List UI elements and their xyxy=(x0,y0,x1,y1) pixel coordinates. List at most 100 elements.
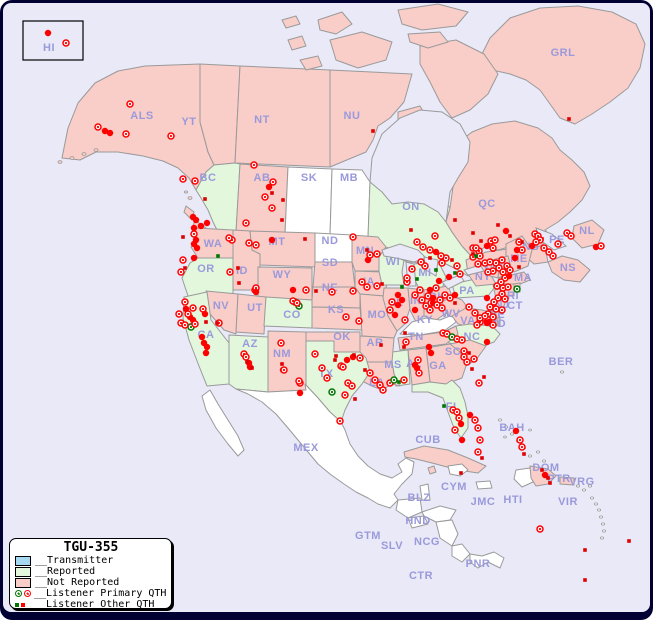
listener-primary-marker-dot xyxy=(421,245,425,249)
listener-primary-marker-dot xyxy=(423,264,427,268)
listener-primary-marker-dot xyxy=(471,255,475,259)
listener-primary-marker-dot xyxy=(491,269,495,273)
listener-primary-marker-dot xyxy=(191,306,195,310)
listener-other-marker xyxy=(450,258,454,262)
listener-other-marker xyxy=(353,397,357,401)
listener-cluster-marker xyxy=(483,338,491,346)
region-label-VA: VA xyxy=(460,315,475,327)
listener-cluster-marker xyxy=(343,356,351,364)
listener-primary-marker-dot xyxy=(500,258,504,262)
listener-primary-marker-dot xyxy=(445,332,449,336)
region-label-MS: MS xyxy=(384,359,402,371)
region-label-NM: NM xyxy=(273,348,291,360)
region-CUB2 xyxy=(427,465,437,475)
listener-other-marker xyxy=(334,354,338,358)
listener-primary-marker-dot xyxy=(473,311,477,315)
listener-other-marker xyxy=(250,366,254,370)
region-label-BAH: BAH xyxy=(499,422,524,434)
listener-primary-marker-dot xyxy=(515,287,519,291)
listener-primary-marker-dot xyxy=(476,262,480,266)
listener-primary-marker-dot xyxy=(64,41,68,45)
listener-primary-marker-dot xyxy=(506,285,510,289)
region-BAJA xyxy=(201,389,245,457)
listener-primary-marker-dot xyxy=(476,450,480,454)
listener-cluster-marker xyxy=(435,277,443,285)
region-HTI xyxy=(513,467,534,488)
region-label-QC: QC xyxy=(478,198,496,210)
listener-primary-marker-dot xyxy=(360,280,364,284)
region-label-CYM: CYM xyxy=(441,481,467,493)
island-antilles xyxy=(594,502,599,506)
listener-primary-marker-dot xyxy=(491,323,495,327)
listener-primary-marker-dot xyxy=(473,418,477,422)
listener-cluster-marker xyxy=(451,291,459,299)
region-label-NS: NS xyxy=(560,262,576,274)
island-bahamas xyxy=(497,418,502,422)
legend-rows: __Transmitter __Reported __Not Reported __L… xyxy=(15,555,167,610)
listener-primary-marker-dot xyxy=(295,301,299,305)
listener-primary-marker-dot xyxy=(282,368,286,372)
region-label-AR: AR xyxy=(367,337,384,349)
listener-primary-marker-dot xyxy=(492,300,496,304)
listener-primary-marker-dot xyxy=(270,206,274,210)
hawaii-inset-box xyxy=(22,20,84,61)
listener-primary-marker-dot xyxy=(388,308,392,312)
region-NT xyxy=(234,65,331,168)
listener-primary-marker-dot xyxy=(462,349,466,353)
listener-cluster-marker xyxy=(425,343,433,351)
island-antilles xyxy=(602,529,607,533)
listener-primary-marker-dot xyxy=(350,384,354,388)
region-label-YT: YT xyxy=(181,116,196,128)
listener-cluster-marker xyxy=(268,236,276,244)
region-DEVON xyxy=(407,31,449,49)
region-PNR xyxy=(469,551,505,569)
listener-primary-marker-dot xyxy=(542,246,546,250)
listener-other-marker xyxy=(397,380,401,384)
listener-primary-marker-dot xyxy=(467,305,471,309)
region-NCG xyxy=(435,519,459,547)
water-body xyxy=(369,109,471,224)
listener-primary-marker-dot xyxy=(500,308,504,312)
listener-primary-marker-dot xyxy=(320,366,324,370)
listener-primary-marker-dot xyxy=(192,232,196,236)
region-label-GA: GA xyxy=(429,360,447,372)
region-label-IN: IN xyxy=(410,295,422,307)
listener-primary-marker-dot xyxy=(405,276,409,280)
listener-primary-marker-dot xyxy=(124,132,128,136)
listener-other-marker xyxy=(496,223,500,227)
listener-cluster-marker xyxy=(265,183,273,191)
listener-primary-marker-dot xyxy=(419,260,423,264)
region-CA xyxy=(182,291,230,387)
listener-primary-marker-dot xyxy=(462,355,466,359)
listener-other-marker xyxy=(540,468,544,472)
legend-item-transmitter: __Transmitter xyxy=(15,555,167,566)
listener-primary-marker-dot xyxy=(547,250,551,254)
green-ring-icon xyxy=(15,590,22,597)
region-NU xyxy=(329,69,413,168)
listener-cluster-marker xyxy=(466,411,474,419)
island-antilles xyxy=(597,508,602,512)
listener-cluster-marker xyxy=(198,333,206,341)
map-layers: HIALSYTNTNUGRLBCABSKMBONQCNLNBPENSMEWAMT… xyxy=(22,3,646,582)
island-bahamas xyxy=(542,459,547,463)
listener-primary-marker-dot xyxy=(244,221,248,225)
listener-primary-marker-dot xyxy=(227,236,231,240)
listener-primary-marker-dot xyxy=(181,258,185,262)
listener-primary-marker-dot xyxy=(435,303,439,307)
listener-primary-marker-dot xyxy=(247,241,251,245)
island-aleutians xyxy=(93,148,99,152)
region-BAFF xyxy=(419,39,499,119)
listener-other-marker xyxy=(442,404,446,408)
region-label-RI: RI xyxy=(507,290,519,302)
listener-cluster-marker xyxy=(193,244,201,252)
region-label-OR: OR xyxy=(197,263,215,275)
listener-primary-marker-dot xyxy=(491,315,495,319)
green-square-icon xyxy=(15,602,19,607)
island-bahamas xyxy=(528,454,533,458)
listener-primary-marker-dot xyxy=(228,270,232,274)
listener-primary-marker-dot xyxy=(453,428,457,432)
island-aleutians xyxy=(81,152,87,156)
listener-primary-marker-dot xyxy=(388,381,392,385)
listener-primary-marker-dot xyxy=(499,280,503,284)
region-BLZ xyxy=(419,483,431,501)
